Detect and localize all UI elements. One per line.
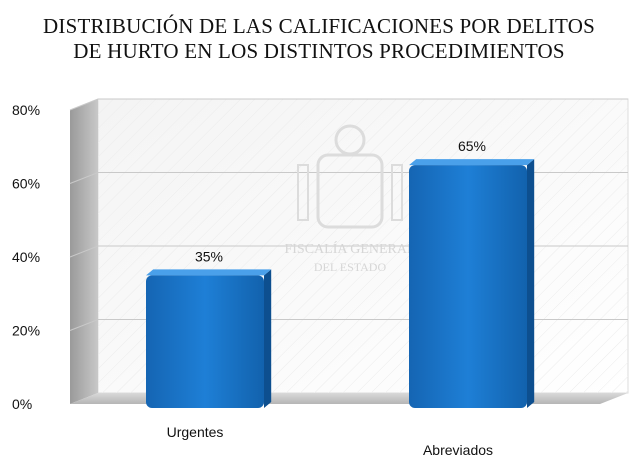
x-category-label: Abreviados [423,442,493,458]
watermark: FISCALÍA GENERAL DEL ESTADO [284,124,416,274]
bar-urgentes: 35% [146,248,272,408]
bars: 35% 65% [146,138,535,408]
data-label: 65% [458,138,486,154]
gridline [69,98,628,111]
y-tick-label: 40% [12,249,40,265]
watermark-line-2: DEL ESTADO [314,260,387,274]
y-axis-ticks: 0% 20% 40% 60% 80% [12,102,40,412]
bar-side [527,159,535,408]
y-tick-label: 80% [12,102,40,118]
bar-top [146,269,272,276]
watermark-line-1: FISCALÍA GENERAL [284,240,415,257]
y-tick-label: 20% [12,323,40,339]
y-tick-label: 60% [12,176,40,192]
bar-top [409,159,535,166]
bar-front [146,275,264,408]
x-axis-labels: Urgentes Abreviados [167,424,493,458]
watermark-shield-shape [316,153,384,229]
chart-title-line-1: DISTRIBUCIÓN DE LAS CALIFICACIONES POR D… [43,14,595,38]
data-label: 35% [195,248,223,264]
watermark-pillar-left [297,164,309,221]
chart-title-line-2: DE HURTO EN LOS DISTINTOS PROCEDIMIENTOS [73,39,565,63]
bar-side [264,269,272,408]
bar-abreviados: 65% [409,138,535,408]
watermark-pillar-right [391,164,403,221]
x-category-label: Urgentes [167,424,224,440]
bar-front [409,165,527,408]
y-tick-label: 0% [12,396,32,412]
